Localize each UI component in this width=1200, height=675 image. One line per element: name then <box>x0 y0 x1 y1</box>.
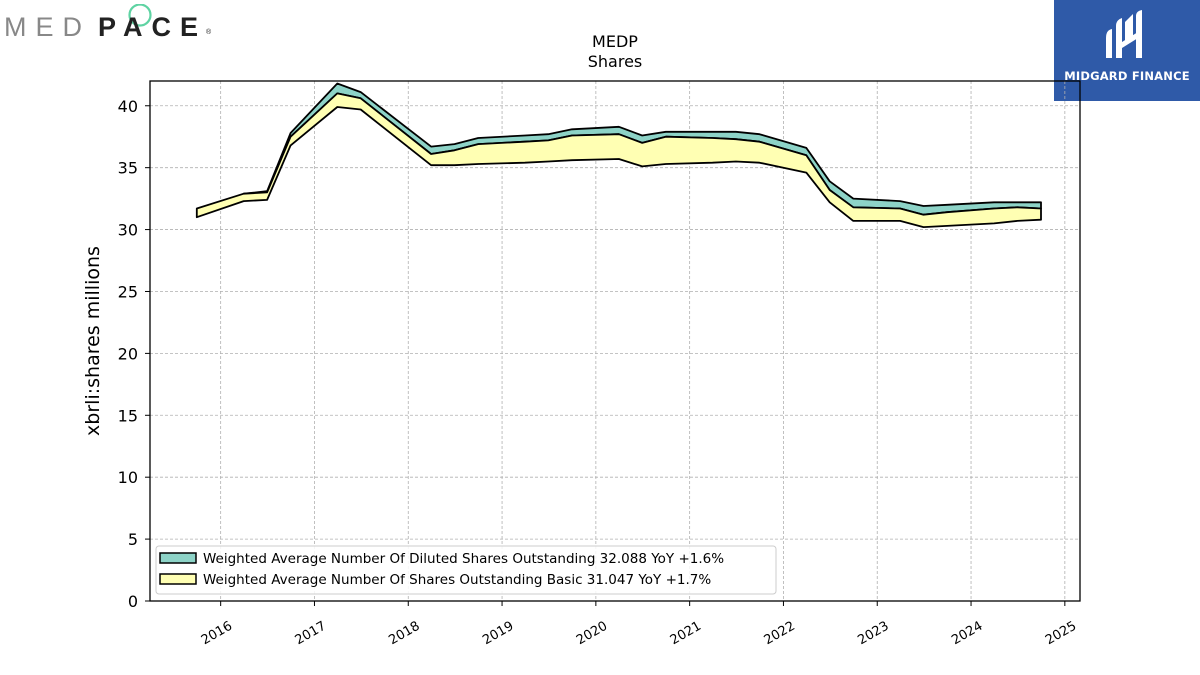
midgard-finance-logo: MIDGARD FINANCE <box>1054 0 1200 101</box>
y-tick-label: 30 <box>118 221 138 240</box>
x-tick-label: 2016 <box>199 619 235 649</box>
y-tick-label: 25 <box>118 282 138 301</box>
y-tick-label: 0 <box>128 592 138 611</box>
y-tick-label: 10 <box>118 468 138 487</box>
midgard-emblem-icon <box>1106 10 1142 58</box>
chart-title: MEDP <box>592 32 638 51</box>
x-tick-label: 2019 <box>480 619 516 649</box>
x-tick-label: 2023 <box>855 619 891 649</box>
legend-box <box>155 545 777 595</box>
x-ticks: 2016 2017 2018 2019 2020 2021 2022 2023 2024 2025 <box>199 601 1079 648</box>
x-tick-label: 2025 <box>1043 619 1079 649</box>
y-ticks: 0 5 10 15 20 25 30 35 40 <box>118 97 150 611</box>
series-layer <box>195 82 1042 229</box>
logo-ring-icon <box>128 4 152 27</box>
plot-frame <box>149 80 1081 602</box>
y-tick-label: 40 <box>118 97 138 116</box>
medpace-logo: MED PACE ® <box>4 4 212 42</box>
y-tick-label: 15 <box>118 406 138 425</box>
legend: Weighted Average Number Of Diluted Share… <box>155 545 777 595</box>
chart-subtitle: Shares <box>588 52 643 71</box>
legend-label-basic: Weighted Average Number Of Shares Outsta… <box>203 572 711 588</box>
logo-text-dark: PACE <box>98 12 207 42</box>
x-tick-label: 2024 <box>949 619 985 649</box>
x-tick-label: 2022 <box>762 619 798 649</box>
x-tick-label: 2021 <box>668 619 704 649</box>
y-tick-label: 35 <box>118 159 138 178</box>
series-band-1 <box>195 92 1042 229</box>
x-tick-label: 2020 <box>574 619 610 649</box>
legend-swatch-diluted <box>159 552 197 564</box>
grid <box>150 81 1080 601</box>
y-tick-label: 20 <box>118 344 138 363</box>
logo-registered-mark: ® <box>206 28 212 36</box>
logo-brand-text: MIDGARD FINANCE <box>1064 69 1190 83</box>
y-tick-label: 5 <box>128 530 138 549</box>
legend-swatch-basic <box>159 573 197 585</box>
logo-text-light: MED <box>4 12 91 42</box>
y-axis-label: xbrli:shares millions <box>82 246 104 436</box>
legend-label-diluted: Weighted Average Number Of Diluted Share… <box>203 551 724 567</box>
x-tick-label: 2018 <box>386 619 422 649</box>
x-tick-label: 2017 <box>293 619 329 649</box>
